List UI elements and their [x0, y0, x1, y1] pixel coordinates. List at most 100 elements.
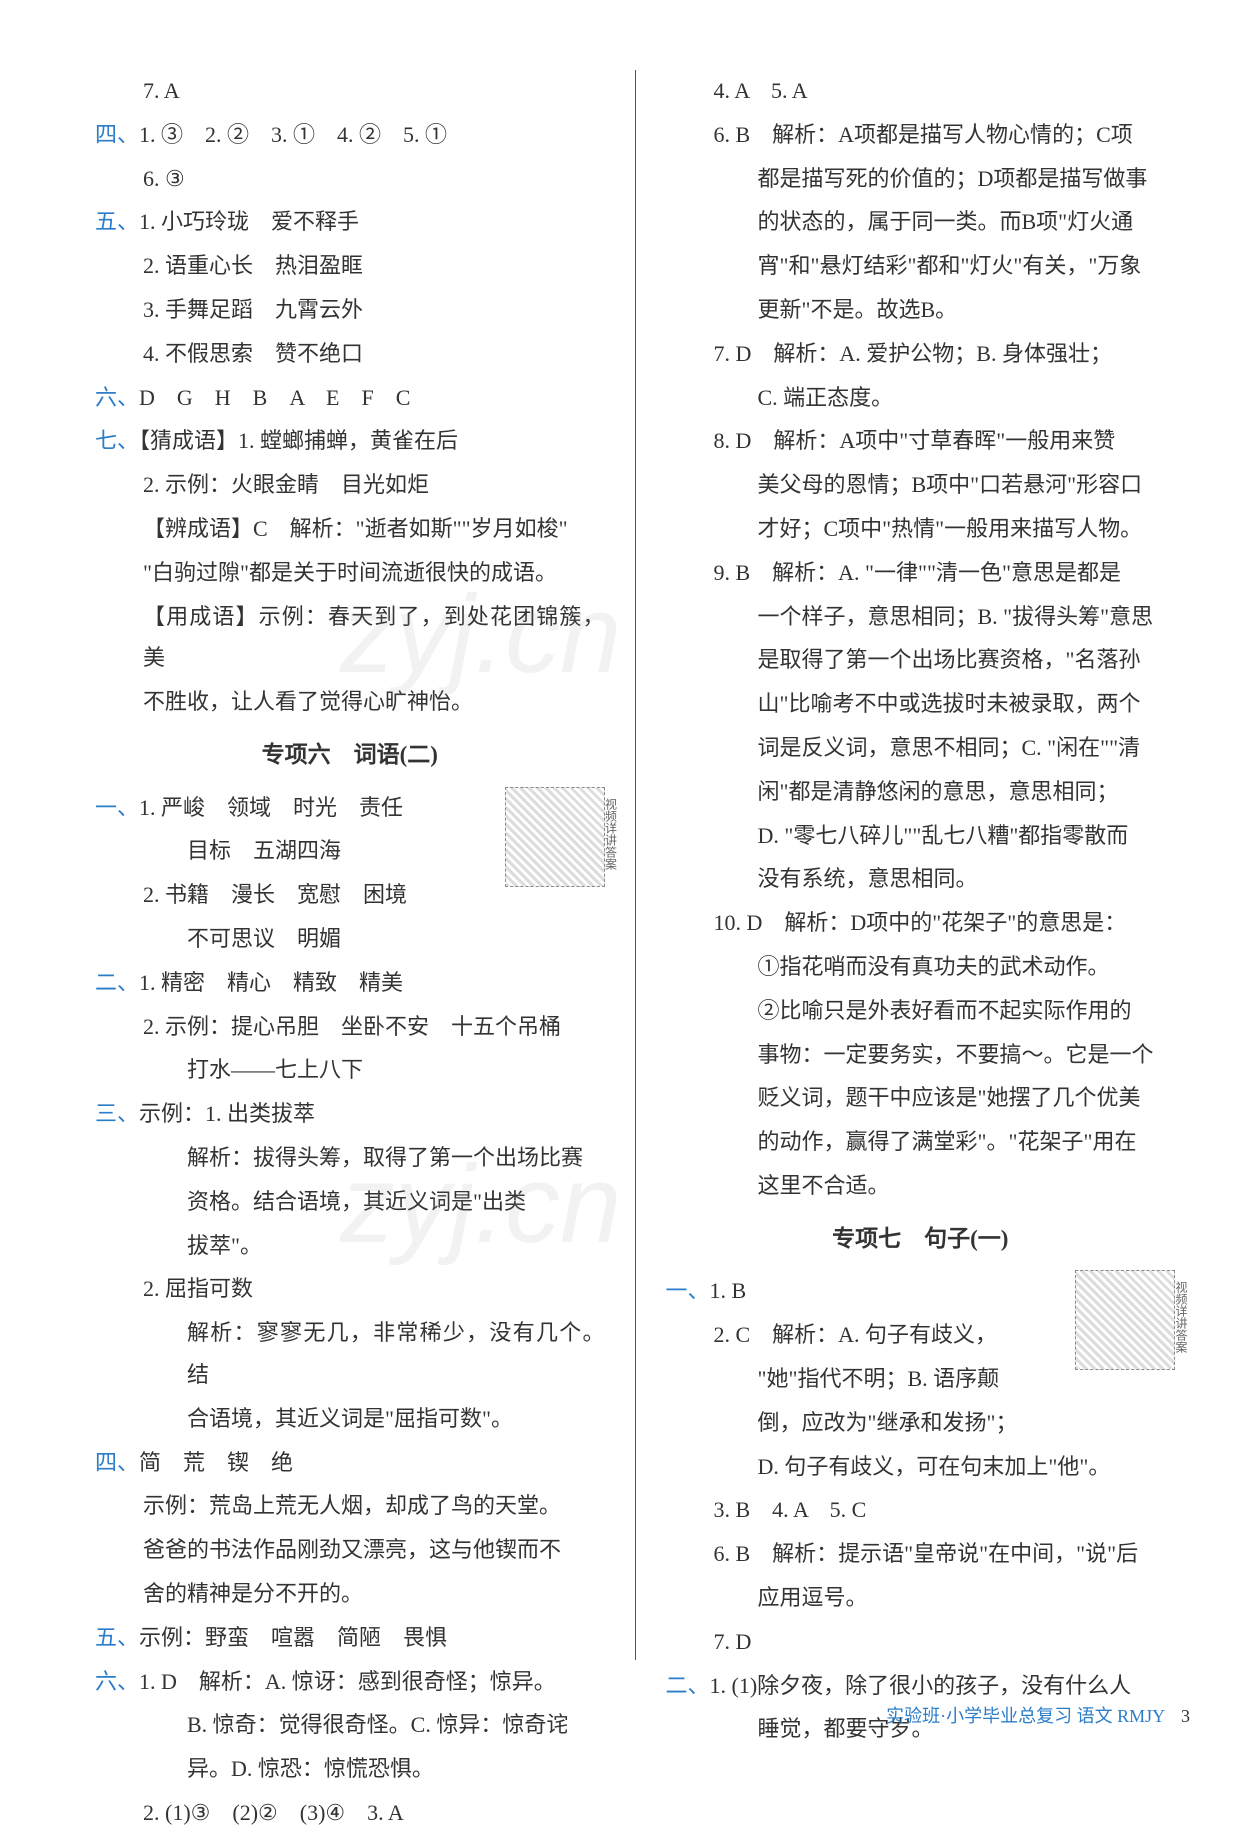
- answer-text: 贬义词，题干中应该是"她摆了几个优美: [666, 1077, 1176, 1119]
- answer-text: 这里不合适。: [666, 1165, 1176, 1207]
- answer-text: D. "零七八碎儿""乱七八糟"都指零散而: [666, 815, 1176, 857]
- answer-content: 1. ③ 2. ② 3. ① 4. ② 5. ①: [139, 122, 447, 147]
- section-number: 五、: [95, 1625, 139, 1650]
- answer-text: "白驹过隙"都是关于时间流逝很快的成语。: [95, 552, 605, 594]
- answer-text: 2. (1)③ (2)② (3)④ 3. A: [95, 1792, 605, 1834]
- answer-text: 不可思议 明媚: [95, 918, 605, 960]
- answer-text: 拔萃"。: [95, 1225, 605, 1267]
- answer-text: ①指花哨而没有真功夫的武术动作。: [666, 946, 1176, 988]
- answer-text: 资格。结合语境，其近义词是"出类: [95, 1181, 605, 1223]
- answer-content: 示例：1. 出类拔萃: [139, 1101, 315, 1126]
- qr-label: 视频详讲答案: [1169, 1281, 1192, 1353]
- answer-text: 五、1. 小巧玲珑 爱不释手: [95, 201, 605, 243]
- answer-text: 不胜收，让人看了觉得心旷神怡。: [95, 681, 605, 723]
- section-heading: 专项六 词语(二): [95, 733, 605, 777]
- answer-text: 2. 语重心长 热泪盈眶: [95, 245, 605, 287]
- answer-text: 爸爸的书法作品刚劲又漂亮，这与他锲而不: [95, 1529, 605, 1571]
- section-number: 一、: [95, 795, 139, 820]
- answer-text: 4. 不假思索 赞不绝口: [95, 333, 605, 375]
- answer-content: 【猜成语】1. 螳螂捕蝉，黄雀在后: [139, 428, 458, 453]
- footer-text: 实验班·小学毕业总复习 语文 RMJY: [886, 1706, 1164, 1726]
- section-number: 三、: [95, 1101, 139, 1126]
- answer-content: 1. 严峻 领域 时光 责任: [139, 795, 403, 820]
- section-number: 四、: [95, 1450, 139, 1475]
- page-number: 3: [1181, 1706, 1190, 1726]
- answer-text: 的状态的，属于同一类。而B项"灯火通: [666, 201, 1176, 243]
- qr-code-icon: 视频详讲答案: [1075, 1270, 1175, 1370]
- section-heading: 专项七 句子(一): [666, 1217, 1176, 1261]
- answer-content: 1. 精密 精心 精致 精美: [139, 970, 403, 995]
- answer-text: 六、1. D 解析：A. 惊讶：感到很奇怪；惊异。: [95, 1661, 605, 1703]
- answer-content: 1. 小巧玲珑 爱不释手: [139, 209, 359, 234]
- answer-text: 异。D. 惊恐：惊慌恐惧。: [95, 1748, 605, 1790]
- answer-text: 词是反义词，意思不相同；C. "闲在""清: [666, 727, 1176, 769]
- answer-text: 没有系统，意思相同。: [666, 858, 1176, 900]
- answer-text: 4. A 5. A: [666, 70, 1176, 112]
- section-number: 二、: [95, 970, 139, 995]
- answer-text: 打水——七上八下: [95, 1049, 605, 1091]
- answer-text: C. 端正态度。: [666, 377, 1176, 419]
- section-number: 六、: [95, 1669, 139, 1694]
- answer-text: 3. 手舞足蹈 九霄云外: [95, 289, 605, 331]
- answer-text: 9. B 解析：A. "一律""清一色"意思是都是: [666, 552, 1176, 594]
- section-number: 七、: [95, 428, 139, 453]
- two-column-layout: 7. A 四、1. ③ 2. ② 3. ① 4. ② 5. ① 6. ③ 五、1…: [80, 70, 1190, 1660]
- answer-text: 山"比喻考不中或选拔时未被录取，两个: [666, 683, 1176, 725]
- answer-text: 宵"和"悬灯结彩"都和"灯火"有关，"万象: [666, 245, 1176, 287]
- answer-content: 1. B: [710, 1278, 747, 1303]
- answer-text: 7. D 解析：A. 爱护公物；B. 身体强壮；: [666, 333, 1176, 375]
- answer-content: 简 荒 锲 绝: [139, 1450, 293, 1475]
- answer-text: 解析：寥寥无几，非常稀少，没有几个。结: [95, 1312, 605, 1396]
- answer-text: 2. 示例：火眼金睛 目光如炬: [95, 464, 605, 506]
- answer-text: 四、1. ③ 2. ② 3. ① 4. ② 5. ①: [95, 114, 605, 156]
- answer-text: ②比喻只是外表好看而不起实际作用的: [666, 990, 1176, 1032]
- answer-text: B. 惊奇：觉得很奇怪。C. 惊异：惊奇诧: [95, 1704, 605, 1746]
- qr-label: 视频详讲答案: [599, 798, 622, 870]
- answer-text: 7. D: [666, 1621, 1176, 1663]
- answer-text: 七、【猜成语】1. 螳螂捕蝉，黄雀在后: [95, 420, 605, 462]
- answer-content: 示例：野蛮 喧嚣 简陋 畏惧: [139, 1625, 447, 1650]
- answer-text: 更新"不是。故选B。: [666, 289, 1176, 331]
- answer-text: 【用成语】示例：春天到了，到处花团锦簇，美: [95, 596, 605, 680]
- answer-text: 美父母的恩情；B项中"口若悬河"形容口: [666, 464, 1176, 506]
- answer-text: 二、1. 精密 精心 精致 精美: [95, 962, 605, 1004]
- answer-text: 6. B 解析：提示语"皇帝说"在中间，"说"后: [666, 1533, 1176, 1575]
- section-number: 一、: [666, 1278, 710, 1303]
- answer-text: 事物：一定要务实，不要搞～。它是一个: [666, 1034, 1176, 1076]
- answer-text: 一个样子，意思相同；B. "拔得头筹"意思: [666, 596, 1176, 638]
- section-number: 四、: [95, 122, 139, 147]
- answer-text: 倒，应改为"继承和发扬"；: [666, 1402, 1176, 1444]
- answer-text: 舍的精神是分不开的。: [95, 1573, 605, 1615]
- section-number: 五、: [95, 209, 139, 234]
- answer-content: 1. (1)除夕夜，除了很小的孩子，没有什么人: [710, 1673, 1132, 1698]
- answer-text: 3. B 4. A 5. C: [666, 1489, 1176, 1531]
- answer-text: D. 句子有歧义，可在句末加上"他"。: [666, 1446, 1176, 1488]
- answer-content: D G H B A E F C: [139, 385, 410, 410]
- page-footer: 实验班·小学毕业总复习 语文 RMJY 3: [886, 1699, 1190, 1733]
- answer-text: 的动作，赢得了满堂彩"。"花架子"用在: [666, 1121, 1176, 1163]
- answer-text: 2. 示例：提心吊胆 坐卧不安 十五个吊桶: [95, 1006, 605, 1048]
- answer-text: 7. A: [95, 70, 605, 112]
- answer-text: 2. 屈指可数: [95, 1268, 605, 1310]
- left-column: 7. A 四、1. ③ 2. ② 3. ① 4. ② 5. ① 6. ③ 五、1…: [80, 70, 636, 1660]
- answer-text: 应用逗号。: [666, 1577, 1176, 1619]
- answer-text: 六、D G H B A E F C: [95, 377, 605, 419]
- answer-text: 五、示例：野蛮 喧嚣 简陋 畏惧: [95, 1617, 605, 1659]
- answer-text: 才好；C项中"热情"一般用来描写人物。: [666, 508, 1176, 550]
- answer-text: 都是描写死的价值的；D项都是描写做事: [666, 158, 1176, 200]
- right-column: 4. A 5. A 6. B 解析：A项都是描写人物心情的；C项 都是描写死的价…: [636, 70, 1191, 1660]
- qr-code-icon: 视频详讲答案: [505, 787, 605, 887]
- section-number: 二、: [666, 1673, 710, 1698]
- answer-text: 10. D 解析：D项中的"花架子"的意思是：: [666, 902, 1176, 944]
- answer-text: 闲"都是清静悠闲的意思，意思相同；: [666, 771, 1176, 813]
- answer-content: 1. D 解析：A. 惊讶：感到很奇怪；惊异。: [139, 1669, 556, 1694]
- answer-text: 四、简 荒 锲 绝: [95, 1442, 605, 1484]
- answer-text: 6. ③: [95, 158, 605, 200]
- section-number: 六、: [95, 385, 139, 410]
- answer-text: 三、示例：1. 出类拔萃: [95, 1093, 605, 1135]
- answer-text: 6. B 解析：A项都是描写人物心情的；C项: [666, 114, 1176, 156]
- answer-text: 8. D 解析：A项中"寸草春晖"一般用来赞: [666, 420, 1176, 462]
- answer-text: 示例：荒岛上荒无人烟，却成了鸟的天堂。: [95, 1485, 605, 1527]
- answer-text: 是取得了第一个出场比赛资格，"名落孙: [666, 639, 1176, 681]
- answer-text: 解析：拔得头筹，取得了第一个出场比赛: [95, 1137, 605, 1179]
